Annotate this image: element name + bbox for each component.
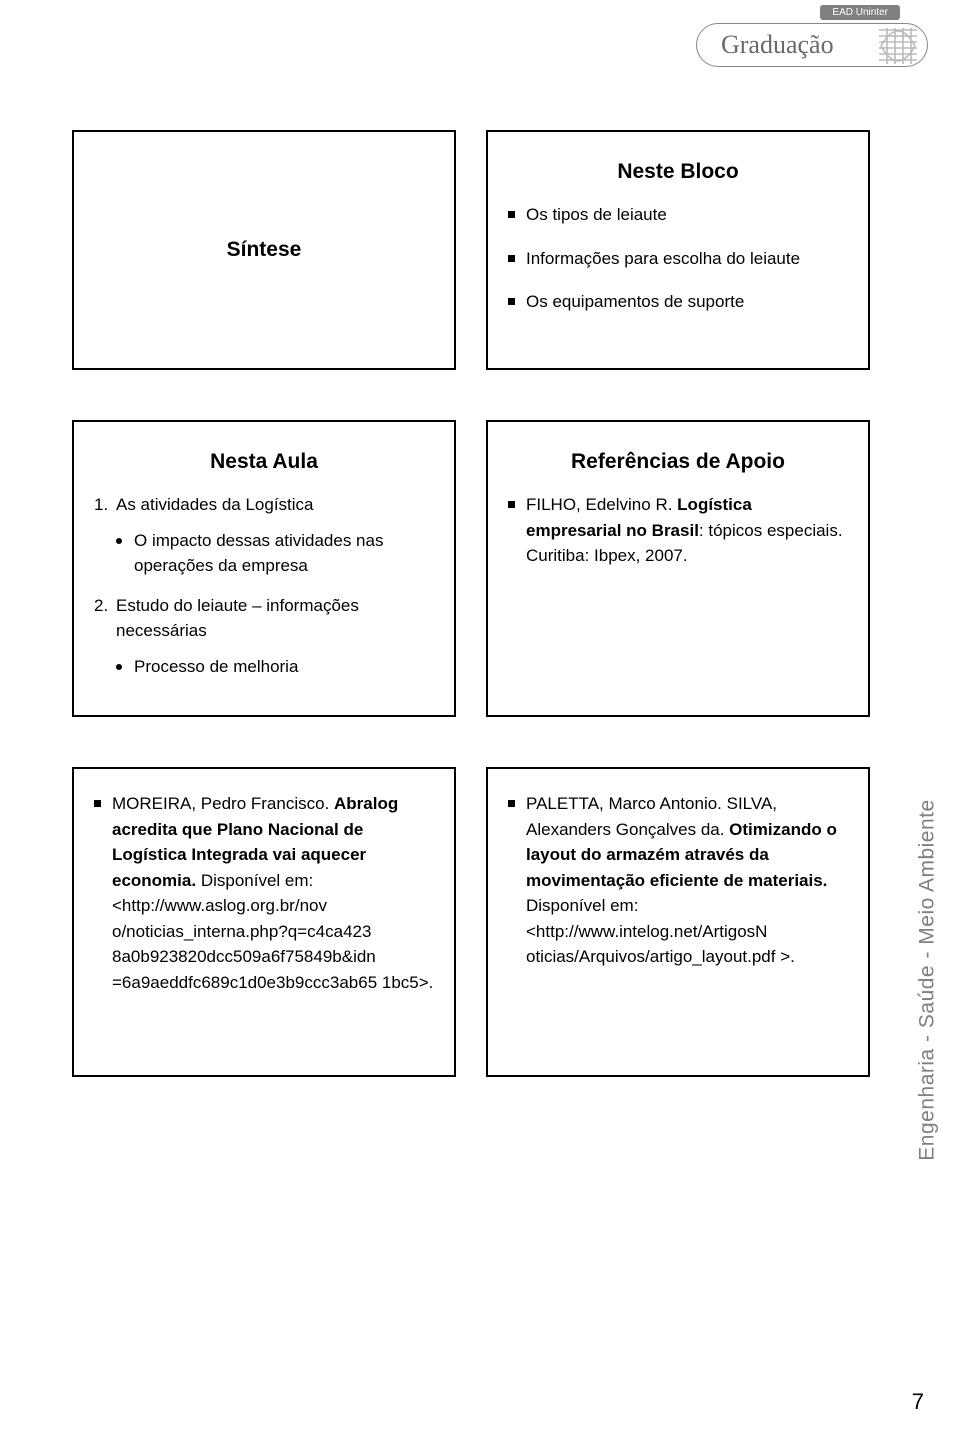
side-label-text: Engenharia - Saúde - Meio Ambiente xyxy=(916,799,940,1160)
box-neste-bloco: Neste Bloco Os tipos de leiaute Informaç… xyxy=(486,130,870,370)
list-item: Os tipos de leiaute xyxy=(508,202,848,228)
sub-list-1: O impacto dessas atividades nas operaçõe… xyxy=(116,528,434,579)
neste-bloco-list: Os tipos de leiaute Informações para esc… xyxy=(508,202,848,315)
sub-list-2: Processo de melhoria xyxy=(116,654,434,680)
list-item: As atividades da Logística O impacto des… xyxy=(94,492,434,579)
nesta-aula-list: As atividades da Logística O impacto des… xyxy=(94,492,434,679)
globe-icon xyxy=(875,26,921,66)
graduacao-pill: Graduação xyxy=(696,23,928,67)
box-referencias: Referências de Apoio FILHO, Edelvino R. … xyxy=(486,420,870,717)
box-sintese: Síntese xyxy=(72,130,456,370)
numbered-item-2: Estudo do leiaute – informações necessár… xyxy=(116,596,359,641)
list-item: MOREIRA, Pedro Francisco. Abralog acredi… xyxy=(94,791,434,995)
box-ref-3: PALETTA, Marco Antonio. SILVA, Alexander… xyxy=(486,767,870,1077)
graduacao-text: Graduação xyxy=(721,30,834,60)
list-item: PALETTA, Marco Antonio. SILVA, Alexander… xyxy=(508,791,848,970)
ref-pre: FILHO, Edelvino R. xyxy=(526,495,677,514)
ref3-rest: Disponível em: <http://www.intelog.net/A… xyxy=(526,896,795,966)
list-item: FILHO, Edelvino R. Logística empresarial… xyxy=(508,492,848,569)
page-number: 7 xyxy=(912,1389,924,1415)
side-label: Engenharia - Saúde - Meio Ambiente xyxy=(906,715,950,1245)
page-root: EAD Uninter Graduação xyxy=(0,0,960,1431)
nesta-aula-title: Nesta Aula xyxy=(94,450,434,474)
ead-badge: EAD Uninter xyxy=(820,5,900,20)
ref2-list: MOREIRA, Pedro Francisco. Abralog acredi… xyxy=(94,791,434,995)
list-item: Os equipamentos de suporte xyxy=(508,289,848,315)
numbered-item-1: As atividades da Logística xyxy=(116,495,314,514)
sintese-title: Síntese xyxy=(227,238,302,262)
row-3: MOREIRA, Pedro Francisco. Abralog acredi… xyxy=(72,767,872,1077)
row-2: Nesta Aula As atividades da Logística O … xyxy=(72,420,872,717)
neste-bloco-title: Neste Bloco xyxy=(508,160,848,184)
list-item: Informações para escolha do leiaute xyxy=(508,246,848,272)
referencias-title: Referências de Apoio xyxy=(508,450,848,474)
row-1: Síntese Neste Bloco Os tipos de leiaute … xyxy=(72,130,872,370)
ref2-author: MOREIRA, Pedro Francisco. xyxy=(112,794,334,813)
ref3-list: PALETTA, Marco Antonio. SILVA, Alexander… xyxy=(508,791,848,970)
sub-item: O impacto dessas atividades nas operaçõe… xyxy=(116,528,434,579)
box-ref-2: MOREIRA, Pedro Francisco. Abralog acredi… xyxy=(72,767,456,1077)
header-logo: EAD Uninter Graduação xyxy=(688,5,928,85)
content-area: Síntese Neste Bloco Os tipos de leiaute … xyxy=(72,130,872,1127)
box-nesta-aula: Nesta Aula As atividades da Logística O … xyxy=(72,420,456,717)
sub-item: Processo de melhoria xyxy=(116,654,434,680)
list-item: Estudo do leiaute – informações necessár… xyxy=(94,593,434,680)
referencias-list: FILHO, Edelvino R. Logística empresarial… xyxy=(508,492,848,569)
